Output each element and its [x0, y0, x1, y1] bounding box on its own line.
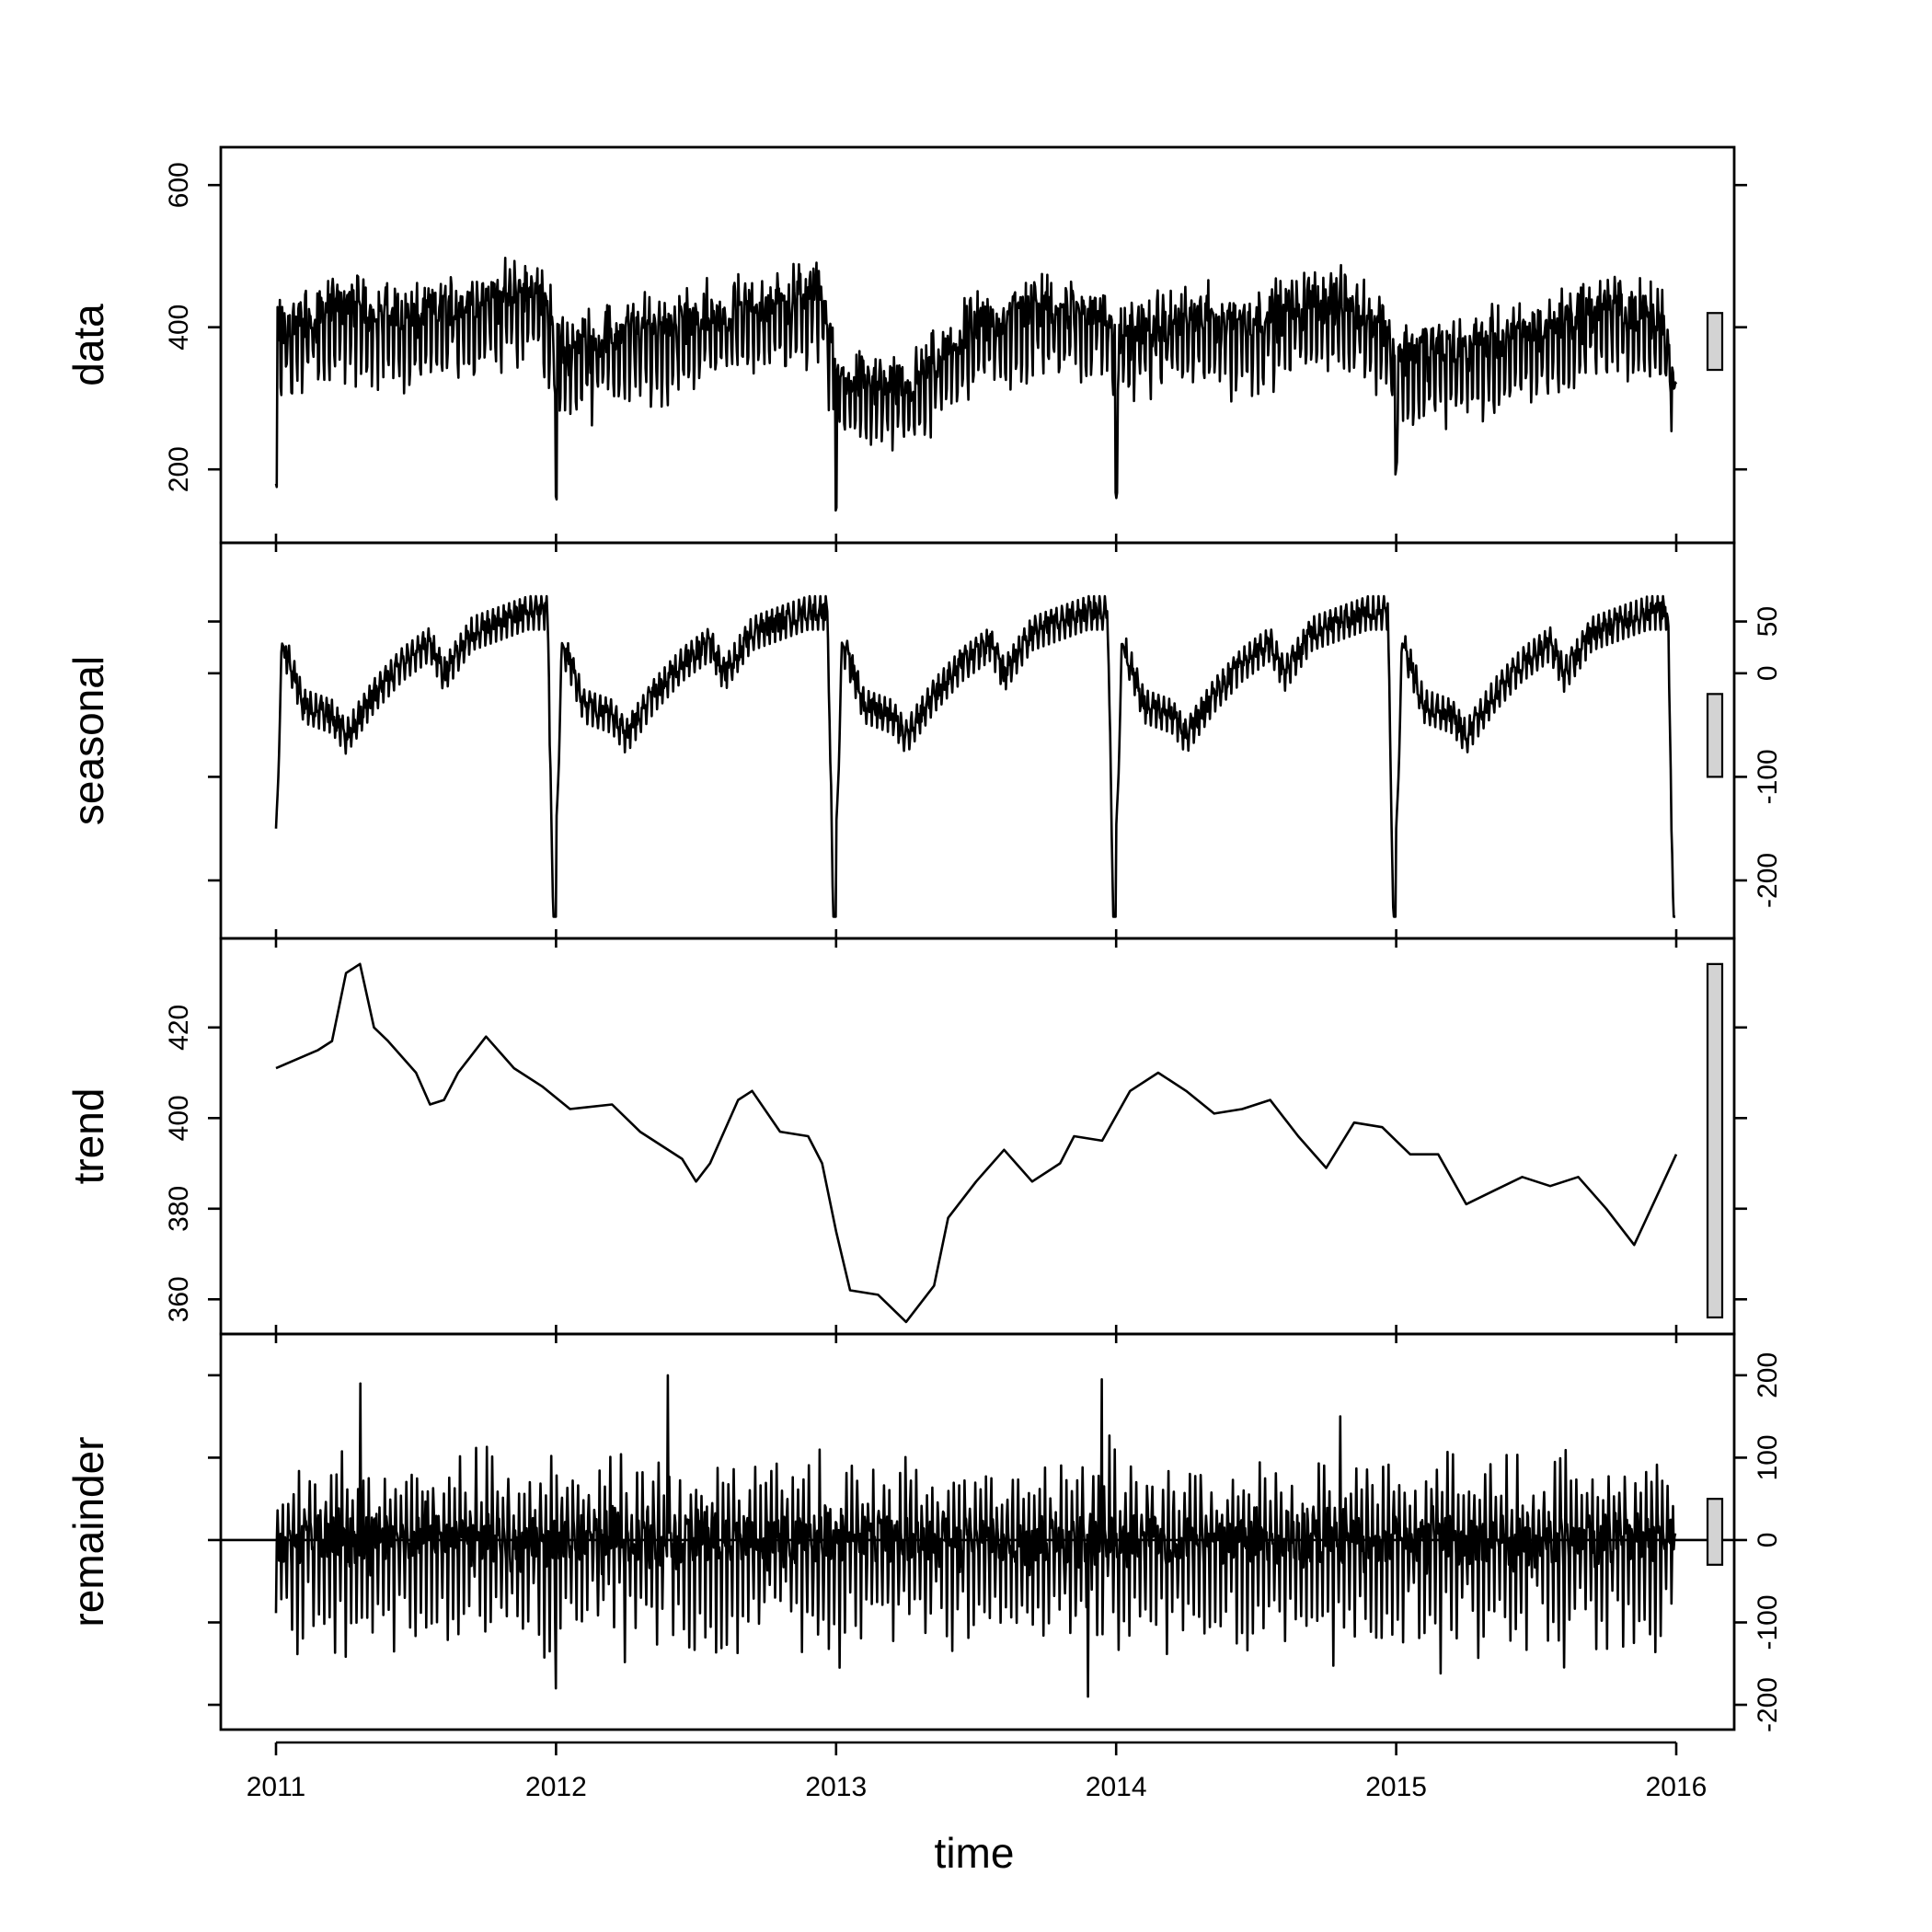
x-tick-label: 2014: [1086, 1772, 1147, 1802]
remainder-y-tick-label: -100: [1753, 1594, 1783, 1650]
x-tick-label: 2011: [247, 1772, 306, 1802]
remainder-y-tick-label: -200: [1753, 1677, 1783, 1732]
remainder-y-tick-label: 100: [1753, 1434, 1783, 1480]
trend-panel-frame: [219, 937, 1736, 1336]
trend-y-tick-label: 360: [164, 1276, 194, 1322]
trend-series-line: [275, 962, 1678, 1324]
trend-y-tick-label: 400: [164, 1095, 194, 1141]
seasonal-series-line: [274, 594, 1676, 918]
data-y-tick-label: 600: [164, 162, 194, 208]
panel-label-seasonal: seasonal: [64, 656, 112, 825]
seasonal-y-tick-label: -100: [1753, 749, 1783, 804]
data-y-tick-label: 400: [164, 305, 194, 351]
seasonal-y-tick-label: 0: [1753, 665, 1783, 681]
panel-remainder: -200 -100 0 100 200: [208, 1332, 1783, 1732]
x-tick-label: 2013: [805, 1772, 867, 1802]
data-y-tick-label: 200: [164, 446, 194, 492]
remainder-scale-bar: [1706, 1498, 1724, 1566]
x-tick-label: 2016: [1646, 1772, 1708, 1802]
remainder-y-tick-label: 0: [1753, 1533, 1783, 1548]
data-series-line: [274, 257, 1678, 512]
data-scale-bar: [1706, 312, 1724, 372]
panel-label-data: data: [64, 304, 112, 386]
trend-y-tick-label: 380: [164, 1186, 194, 1232]
trend-y-tick-label: 420: [164, 1005, 194, 1051]
panel-trend: 360 380 400 420: [164, 937, 1747, 1336]
remainder-panel-frame: [219, 1332, 1736, 1731]
x-tick-label: 2012: [525, 1772, 587, 1802]
remainder-y-tick-label: 200: [1753, 1352, 1783, 1398]
trend-scale-bar: [1706, 962, 1724, 1319]
panel-label-trend: trend: [64, 1088, 112, 1185]
panel-label-remainder: remainder: [64, 1436, 112, 1627]
x-tick-label: 2015: [1365, 1772, 1427, 1802]
x-axis: 2011 2012 2013 2014 2015 2016: [247, 534, 1708, 1802]
panel-data: 200 400 600: [164, 145, 1747, 545]
remainder-series-line: [274, 1374, 1677, 1698]
x-axis-title: time: [935, 1829, 1015, 1877]
seasonal-y-tick-label: -200: [1753, 853, 1783, 908]
panel-seasonal: -200 -100 0 50: [208, 541, 1783, 940]
seasonal-scale-bar: [1706, 693, 1724, 778]
seasonal-panel-frame: [219, 541, 1736, 940]
seasonal-y-tick-label: 50: [1753, 606, 1783, 637]
